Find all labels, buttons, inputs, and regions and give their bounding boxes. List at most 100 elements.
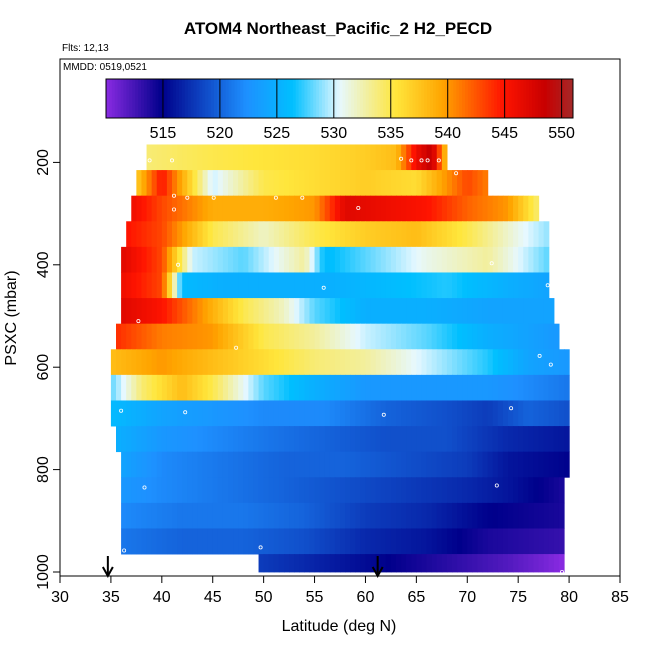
colorbar-swatch [567, 79, 571, 118]
heatmap-cell [508, 477, 514, 504]
colorbar-swatch [453, 79, 457, 118]
heatmap-cell [523, 554, 529, 573]
heatmap-cell [360, 502, 367, 529]
heatmap-cell [528, 298, 535, 325]
colorbar-swatch [260, 79, 265, 118]
heatmap-cell [116, 349, 122, 376]
heatmap-cell [457, 298, 463, 325]
heatmap-cell [319, 451, 326, 478]
heatmap-cell [217, 323, 224, 350]
heatmap-cell [385, 477, 392, 504]
heatmap-cell [258, 246, 265, 273]
heatmap-cell [258, 323, 265, 350]
heatmap-cell [472, 170, 479, 197]
colorbar-swatch [135, 79, 139, 118]
heatmap-cell [411, 195, 417, 222]
colorbar-swatch [138, 79, 142, 118]
heatmap-cell [314, 451, 321, 478]
heatmap-cell [187, 144, 193, 171]
heatmap-cell [421, 349, 428, 376]
heatmap-cell [564, 374, 570, 401]
heatmap-cell [518, 246, 524, 273]
heatmap-cell [446, 323, 453, 350]
heatmap-cell [345, 272, 351, 299]
heatmap-cell [518, 426, 524, 453]
heatmap-cell [228, 323, 234, 350]
heatmap-cell [345, 477, 351, 504]
heatmap-cell [253, 502, 260, 529]
heatmap-cell [284, 221, 290, 248]
heatmap-cell [538, 502, 545, 529]
heatmap-cell [477, 426, 484, 453]
heatmap-cell [380, 170, 387, 197]
heatmap-cell [401, 400, 407, 427]
heatmap-cell [268, 323, 275, 350]
heatmap-cell [243, 170, 249, 197]
heatmap-cell [238, 246, 244, 273]
heatmap-cell [436, 374, 443, 401]
y-tick-label: 800 [35, 456, 52, 483]
heatmap-cell [284, 195, 290, 222]
heatmap-cell [467, 374, 473, 401]
heatmap-cell [401, 246, 407, 273]
heatmap-cell [172, 323, 178, 350]
heatmap-cell [340, 246, 346, 273]
heatmap-cell [508, 195, 514, 222]
heatmap-cell [177, 246, 183, 273]
heatmap-cell [217, 528, 224, 555]
heatmap-cell [289, 221, 295, 248]
heatmap-cell [268, 451, 275, 478]
heatmap-cell [192, 246, 199, 273]
heatmap-cell [156, 502, 163, 529]
heatmap-cell [238, 477, 244, 504]
heatmap-cell [558, 374, 565, 401]
heatmap-cell [278, 451, 285, 478]
heatmap-cell [492, 298, 499, 325]
heatmap-cell [243, 323, 249, 350]
heatmap-cell [156, 272, 163, 299]
heatmap-cell [345, 554, 351, 573]
heatmap-cell [222, 246, 229, 273]
colorbar-swatch [286, 79, 291, 118]
heatmap-cell [253, 323, 260, 350]
heatmap-cell [294, 502, 300, 529]
y-tick-label: 1000 [35, 554, 52, 590]
heatmap-cell [197, 451, 204, 478]
colorbar-swatch [383, 79, 387, 118]
heatmap-cell [273, 374, 280, 401]
heatmap-cell [151, 272, 158, 299]
colorbar-swatch [301, 79, 305, 118]
heatmap-cell [436, 272, 443, 299]
heatmap-cell [467, 246, 473, 273]
heatmap-cell [324, 451, 331, 478]
heatmap-cell [324, 400, 331, 427]
heatmap-cell [457, 554, 463, 573]
heatmap-cell [487, 272, 494, 299]
sample-point [300, 195, 305, 200]
heatmap-cell [360, 298, 367, 325]
heatmap-cell [166, 195, 173, 222]
heatmap-cell [182, 349, 188, 376]
heatmap-cell [390, 502, 397, 529]
heatmap-cell [533, 400, 540, 427]
colorbar-swatch [310, 79, 314, 118]
colorbar-swatch [327, 79, 332, 118]
heatmap-cell [177, 272, 183, 299]
heatmap-cell [299, 374, 305, 401]
colorbar-swatch [386, 79, 390, 118]
heatmap-cell [166, 323, 173, 350]
heatmap-cell [538, 400, 545, 427]
heatmap-cell [345, 170, 351, 197]
heatmap-cell [431, 502, 438, 529]
heatmap-cell [533, 298, 540, 325]
colorbar-swatch [193, 79, 197, 118]
heatmap-cell [508, 451, 514, 478]
heatmap-cell [350, 374, 356, 401]
heatmap-cell [502, 374, 509, 401]
heatmap-cell [421, 502, 428, 529]
heatmap-cell [161, 323, 168, 350]
heatmap-cell [299, 144, 305, 171]
heatmap-cell [340, 272, 346, 299]
heatmap-cell [508, 246, 514, 273]
heatmap-cell [462, 170, 468, 197]
